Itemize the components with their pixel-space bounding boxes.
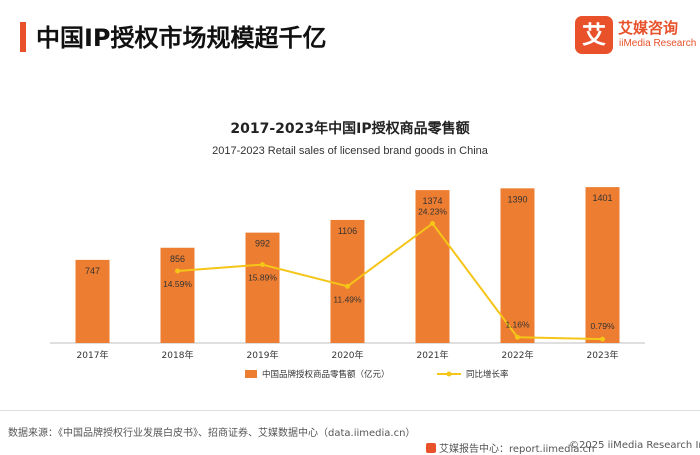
growth-point	[600, 336, 605, 342]
x-tick-label: 2022年	[502, 349, 534, 361]
title-accent-bar	[20, 22, 26, 52]
chart-title: 2017-2023年中国IP授权商品零售额	[230, 121, 470, 137]
bar-label: 1374	[422, 196, 442, 206]
growth-label: 1.16%	[505, 319, 530, 329]
bar-label: 856	[170, 254, 185, 264]
bar-2019年	[245, 232, 280, 343]
growth-point	[260, 262, 265, 268]
brand-mini-icon	[426, 443, 436, 453]
bar-label: 747	[85, 266, 100, 276]
brand-logo-icon: 艾	[575, 16, 613, 54]
growth-label: 11.49%	[333, 294, 362, 304]
data-source: 数据来源：《中国品牌授权行业发展白皮书》、招商证券、艾媒数据中心（data.ii…	[8, 428, 416, 439]
x-tick-label: 2023年	[587, 349, 619, 361]
growth-label: 0.79%	[590, 321, 615, 331]
growth-point	[515, 334, 520, 340]
growth-rate-line	[177, 222, 603, 341]
x-tick-label: 2020年	[332, 349, 364, 361]
report-site: 艾媒报告中心：report.iimedia.cn	[426, 440, 594, 455]
brand-subtitle: iiMedia Research	[619, 38, 697, 49]
chart-subtitle: 2017-2023 Retail sales of licensed brand…	[212, 145, 488, 157]
x-tick-label: 2017年	[77, 349, 109, 361]
copyright: ©2025 iiMedia Research Inc	[569, 440, 700, 451]
x-tick-label: 2021年	[417, 349, 449, 361]
report-site-text: 艾媒报告中心：report.iimedia.cn	[439, 444, 595, 455]
legend-bar-swatch	[245, 370, 257, 378]
legend-bar-label: 中国品牌授权商品零售额（亿元）	[262, 369, 390, 380]
growth-point	[175, 268, 180, 274]
bar-2020年	[330, 219, 365, 343]
growth-label: 15.89%	[248, 273, 277, 283]
growth-point	[430, 220, 435, 226]
bar-label: 992	[255, 239, 270, 249]
bar-label: 1390	[507, 194, 527, 204]
legend-line-label: 同比增长率	[466, 369, 509, 380]
bar-2023年	[585, 187, 620, 343]
footer-divider	[0, 410, 700, 411]
bar-2017年	[75, 259, 110, 343]
page-title: 中国IP授权市场规模超千亿	[36, 24, 327, 52]
growth-label: 14.59%	[163, 279, 192, 289]
legend-line-marker	[446, 371, 452, 377]
retail-sales-chart: 747 2017年 856 2018年 992 2019年 1106 2020年 1374 202…	[50, 187, 645, 380]
bar-label: 1401	[592, 193, 612, 203]
growth-point	[345, 283, 350, 289]
x-tick-label: 2019年	[247, 349, 279, 361]
growth-label: 24.23%	[418, 206, 447, 216]
brand-name: 艾媒咨询	[618, 19, 679, 37]
bar-2018年	[160, 247, 195, 343]
bar-2022年	[500, 188, 535, 343]
bar-2021年	[415, 190, 450, 343]
bar-label: 1106	[338, 226, 357, 236]
x-tick-label: 2018年	[162, 349, 194, 361]
